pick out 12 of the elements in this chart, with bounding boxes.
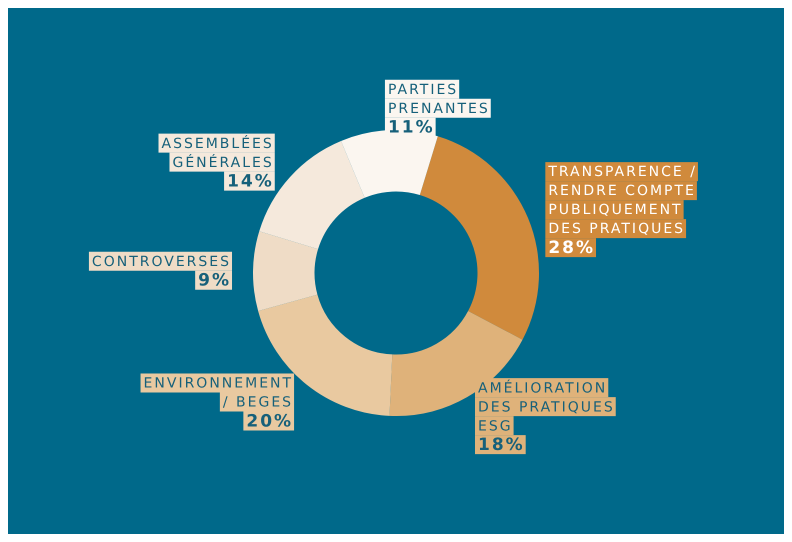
slice-label: ENVIRONNEMENT / BEGES [144, 376, 294, 411]
data-label: 11% [388, 118, 435, 138]
data-label: 20% [246, 411, 294, 432]
slice-label: PARTIES PRENANTES [388, 82, 490, 117]
data-label: 14% [227, 172, 274, 192]
slice-label: ASSEMBLÉES GÉNÉRALES [162, 134, 274, 171]
data-label: 9% [198, 270, 232, 291]
slice-label: CONTROVERSES [92, 254, 232, 270]
slice-label: TRANSPARENCE / RENDRE COMPTE PUBLIQUEMENT DES PRATIQUES [547, 164, 697, 238]
slice-label: AMÉLIORATION DES PRATIQUES ESG [478, 379, 615, 434]
data-label: 18% [478, 435, 525, 456]
data-label: 28% [548, 238, 596, 258]
